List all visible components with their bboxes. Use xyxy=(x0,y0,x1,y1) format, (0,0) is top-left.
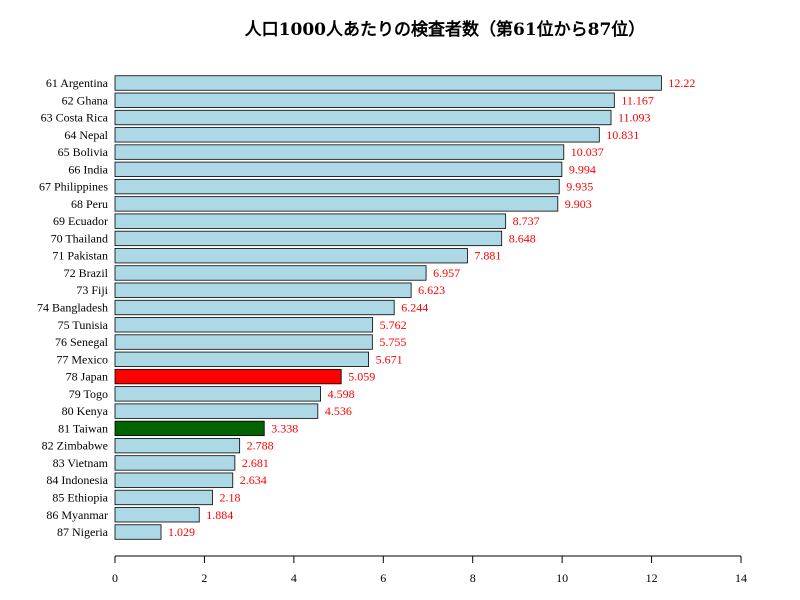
category-label-81-taiwan: 81 Taiwan xyxy=(58,421,108,435)
category-label-71-pakistan: 71 Pakistan xyxy=(52,249,108,263)
category-label-62-ghana: 62 Ghana xyxy=(62,93,109,107)
bar-65-bolivia xyxy=(114,144,565,160)
bar-73-fiji xyxy=(114,282,412,298)
value-label-87-nigeria: 1.029 xyxy=(168,525,195,539)
bar-75-tunisia xyxy=(114,317,374,333)
value-label-74-bangladesh: 6.244 xyxy=(401,301,428,315)
category-label-66-india: 66 India xyxy=(68,162,108,176)
category-label-69-ecuador: 69 Ecuador xyxy=(53,214,108,228)
bar-86-myanmar xyxy=(114,507,200,523)
bar-78-japan xyxy=(114,368,342,385)
bar-64-nepal xyxy=(114,127,600,143)
category-label-82-zimbabwe: 82 Zimbabwe xyxy=(42,439,108,453)
x-tick-label-6: 6 xyxy=(380,571,386,585)
bar-76-senegal xyxy=(114,334,373,350)
category-label-73-fiji: 73 Fiji xyxy=(76,283,108,297)
category-label-79-togo: 79 Togo xyxy=(69,387,108,401)
bar-74-bangladesh xyxy=(114,299,395,316)
category-label-65-bolivia: 65 Bolivia xyxy=(58,145,109,159)
value-label-79-togo: 4.598 xyxy=(328,387,355,401)
bar-79-togo xyxy=(114,386,321,402)
value-label-78-japan: 5.059 xyxy=(348,370,375,384)
value-label-73-fiji: 6.623 xyxy=(418,283,445,297)
category-label-78-japan: 78 Japan xyxy=(66,370,108,384)
value-label-75-tunisia: 5.762 xyxy=(380,318,407,332)
category-label-86-myanmar: 86 Myanmar xyxy=(46,508,108,522)
bar-68-peru xyxy=(114,196,559,212)
category-label-83-vietnam: 83 Vietnam xyxy=(53,456,109,470)
category-label-74-bangladesh: 74 Bangladesh xyxy=(37,301,108,315)
bar-82-zimbabwe xyxy=(114,438,241,454)
value-label-72-brazil: 6.957 xyxy=(433,266,460,280)
bar-84-indonesia xyxy=(114,472,234,488)
value-label-81-taiwan: 3.338 xyxy=(271,421,298,435)
bar-80-kenya xyxy=(114,403,319,419)
category-label-63-costa-rica: 63 Costa Rica xyxy=(41,111,109,125)
value-label-76-senegal: 5.755 xyxy=(379,335,406,349)
value-label-66-india: 9.994 xyxy=(569,162,596,176)
bar-83-vietnam xyxy=(114,455,236,471)
category-label-77-mexico: 77 Mexico xyxy=(56,352,108,366)
bar-72-brazil xyxy=(114,265,427,281)
category-label-70-thailand: 70 Thailand xyxy=(51,231,108,245)
chart-title: 人口1000人あたりの検査者数（第61位から87位） xyxy=(245,19,646,40)
bars-group xyxy=(114,75,662,540)
value-label-64-nepal: 10.831 xyxy=(606,128,639,142)
bar-62-ghana xyxy=(114,92,615,108)
value-label-70-thailand: 8.648 xyxy=(509,231,536,245)
category-label-76-senegal: 76 Senegal xyxy=(55,335,109,349)
bar-66-india xyxy=(114,161,563,178)
x-tick-label-12: 12 xyxy=(646,571,658,585)
value-label-62-ghana: 11.167 xyxy=(621,93,654,107)
category-labels: 61 Argentina 62 Ghana 63 Costa Rica 64 Nepa… xyxy=(37,76,109,539)
category-label-85-ethiopia: 85 Ethiopia xyxy=(52,490,108,504)
value-label-65-bolivia: 10.037 xyxy=(571,145,604,159)
bar-85-ethiopia xyxy=(114,489,213,506)
value-label-80-kenya: 4.536 xyxy=(325,404,352,418)
category-label-61-argentina: 61 Argentina xyxy=(46,76,109,90)
x-tick-label-4: 4 xyxy=(291,571,297,585)
bar-63-costa-rica xyxy=(114,109,612,126)
bar-61-argentina xyxy=(114,75,662,91)
x-axis: 0 2 4 6 8 10 12 14 xyxy=(112,555,747,585)
value-label-85-ethiopia: 2.18 xyxy=(219,490,240,504)
value-label-77-mexico: 5.671 xyxy=(376,352,403,366)
category-label-84-indonesia: 84 Indonesia xyxy=(46,473,108,487)
value-label-84-indonesia: 2.634 xyxy=(240,473,267,487)
bar-67-philippines xyxy=(114,178,560,195)
category-label-64-nepal: 64 Nepal xyxy=(64,128,108,142)
bar-71-pakistan xyxy=(114,248,468,264)
x-tick-label-8: 8 xyxy=(470,571,476,585)
value-label-83-vietnam: 2.681 xyxy=(242,456,269,470)
value-label-71-pakistan: 7.881 xyxy=(474,249,501,263)
category-label-75-tunisia: 75 Tunisia xyxy=(58,318,109,332)
category-label-80-kenya: 80 Kenya xyxy=(62,404,109,418)
bar-70-thailand xyxy=(114,230,503,247)
category-label-67-philippines: 67 Philippines xyxy=(39,180,108,194)
value-label-68-peru: 9.903 xyxy=(565,197,592,211)
bar-69-ecuador xyxy=(114,213,507,229)
bar-81-taiwan xyxy=(114,420,265,437)
value-label-86-myanmar: 1.884 xyxy=(206,508,233,522)
bar-87-nigeria xyxy=(114,524,162,540)
value-label-63-costa-rica: 11.093 xyxy=(618,111,651,125)
value-label-82-zimbabwe: 2.788 xyxy=(247,439,274,453)
x-tick-label-14: 14 xyxy=(735,571,747,585)
x-tick-label-2: 2 xyxy=(201,571,207,585)
value-label-67-philippines: 9.935 xyxy=(566,180,593,194)
value-label-61-argentina: 12.22 xyxy=(668,76,695,90)
category-label-87-nigeria: 87 Nigeria xyxy=(57,525,109,539)
x-tick-label-0: 0 xyxy=(112,571,118,585)
x-tick-label-10: 10 xyxy=(556,571,568,585)
category-label-72-brazil: 72 Brazil xyxy=(64,266,109,280)
category-label-68-peru: 68 Peru xyxy=(71,197,108,211)
value-label-69-ecuador: 8.737 xyxy=(513,214,540,228)
bar-77-mexico xyxy=(114,351,369,367)
